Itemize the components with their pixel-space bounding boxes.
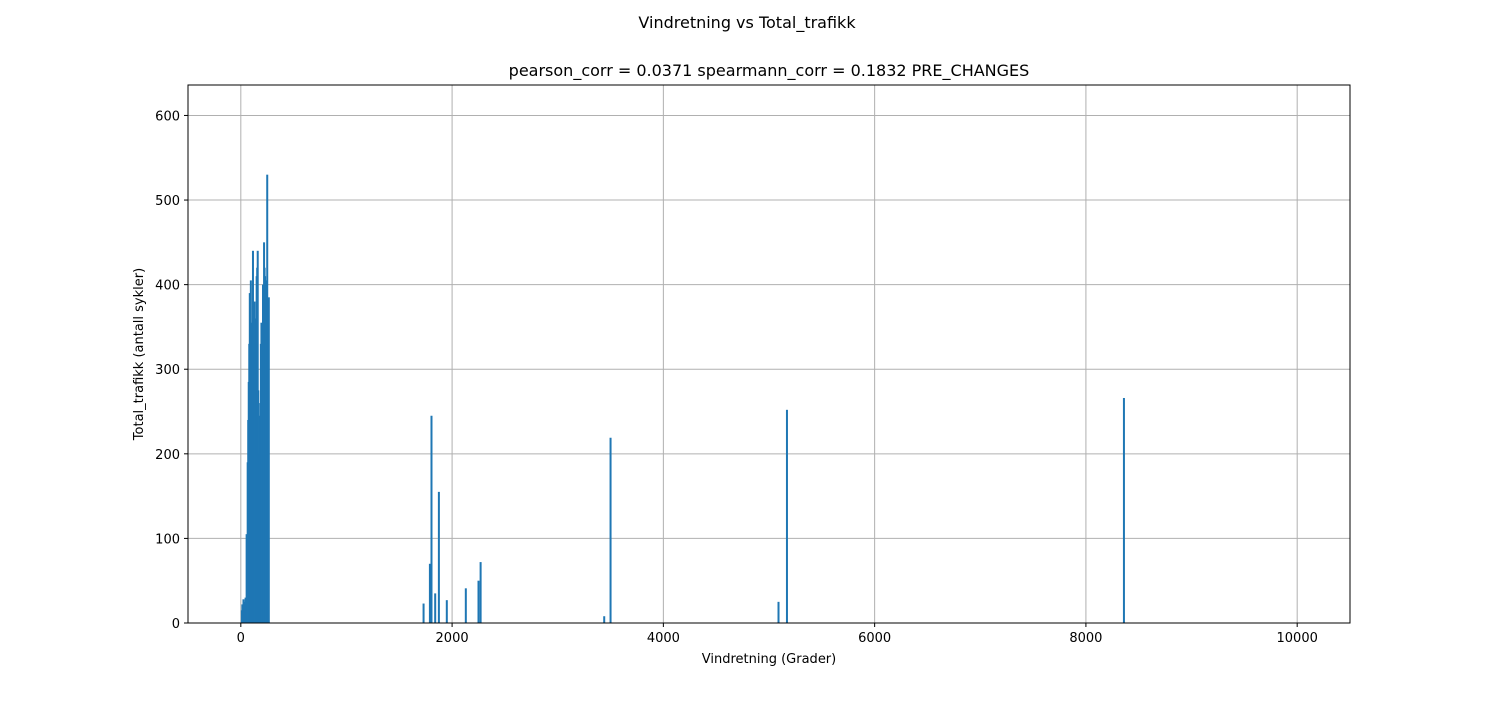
y-tick-label: 500 [155,194,180,209]
y-tick-label: 0 [172,617,180,632]
plot-frame [187,84,1351,624]
y-tick-label: 100 [155,532,180,547]
bar [609,437,612,623]
bar [267,297,270,623]
bar [445,600,448,623]
bar [428,563,431,623]
grid [188,85,1350,624]
bar [1122,397,1125,623]
bar [464,588,467,623]
bar [245,534,248,623]
x-tick-label: 6000 [858,631,891,646]
x-tick-label: 10000 [1277,631,1318,646]
x-axis-label: Vindretning (Grader) [702,652,836,667]
bar [777,601,780,623]
x-tick-label: 4000 [647,631,680,646]
x-tick-label: 8000 [1069,631,1102,646]
bar [477,580,480,623]
chart-title: pearson_corr = 0.0371 spearmann_corr = 0… [509,61,1030,81]
bars [240,174,1125,624]
x-tick-label: 0 [237,631,245,646]
x-axis-ticks: 0 2000 4000 6000 8000 10000 [237,623,1318,646]
chart-suptitle: Vindretning vs Total_trafikk [638,13,856,33]
y-tick-label: 300 [155,363,180,378]
y-axis-ticks: 0 100 200 300 400 500 600 [155,109,188,632]
y-tick-label: 600 [155,109,180,124]
bar [785,409,788,623]
bar [479,562,482,623]
bar [243,601,246,623]
y-tick-label: 400 [155,279,180,294]
x-tick-label: 2000 [436,631,469,646]
bar [603,616,606,623]
bar [434,593,437,623]
bar [422,603,425,623]
y-tick-label: 200 [155,448,180,463]
bar [437,491,440,623]
y-axis-label: Total_trafikk (antall sykler) [132,268,147,441]
bar [430,415,433,623]
bar [241,604,244,623]
